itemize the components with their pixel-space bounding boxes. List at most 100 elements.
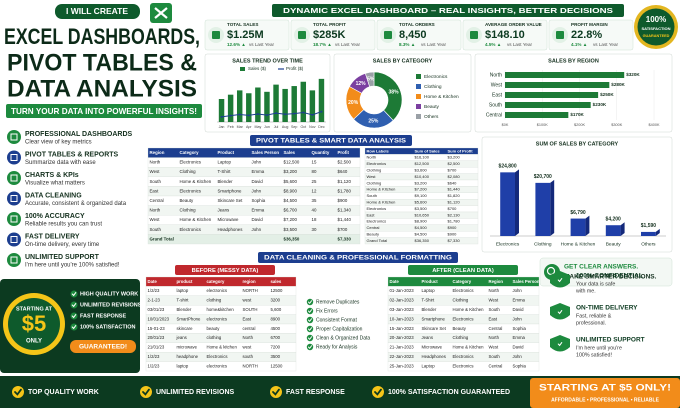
perk: FAST RESPONSE <box>80 313 126 319</box>
y-tick-label: Central <box>486 112 502 118</box>
y-tick-label: East <box>492 92 503 98</box>
table-cell: Beauty <box>453 326 467 331</box>
check-icon <box>306 325 314 333</box>
table-cell: Home & kitchen <box>207 345 238 350</box>
kpi-icon <box>556 31 564 39</box>
table-cell: Sum of Profit <box>448 148 474 153</box>
feature-title: UNLIMITED SUPPORT <box>25 254 100 261</box>
feature-desc: I'm here until you're 100% satisfied! <box>25 263 120 269</box>
bar-side <box>620 222 625 236</box>
bar <box>505 102 591 108</box>
bar <box>246 93 252 122</box>
table-cell: Date <box>390 279 400 284</box>
table-cell: Jeans <box>422 335 433 340</box>
table-cell: North <box>243 335 254 340</box>
table-cell: North <box>489 288 500 293</box>
bar <box>218 99 225 122</box>
table-cell: $4,500 <box>284 198 298 203</box>
table-cell: 21-Jan-2023 <box>390 345 415 350</box>
cta-sub: AFFORDABLE • PROFESSIONAL • RELIABLE <box>551 397 660 403</box>
table-cell: west <box>243 345 253 350</box>
bar <box>500 172 515 236</box>
table-cell: $5,600 <box>415 199 428 204</box>
after-banner <box>408 265 518 275</box>
table-cell: $2,080 <box>448 174 461 179</box>
table-cell: Electronics <box>207 354 228 359</box>
y-tick-label: North <box>490 72 502 78</box>
table-cell: product <box>177 279 194 284</box>
table-cell: Sophia <box>252 198 266 203</box>
table-cell: David <box>513 345 525 350</box>
donut-slice <box>364 71 375 88</box>
table-cell: 25 <box>312 179 317 184</box>
table-cell: Category <box>180 150 200 155</box>
check-icon <box>70 312 78 320</box>
table-cell: $36,350 <box>284 236 300 241</box>
label: GUARANTEED <box>643 34 670 38</box>
checklist-item: Fix Errors <box>316 308 338 314</box>
line-point <box>284 113 287 116</box>
line-point <box>265 114 268 117</box>
footer-item: UNLIMITED REVISIONS <box>156 389 235 396</box>
table-cell: SmartPhone <box>177 316 201 321</box>
line-point <box>220 115 223 118</box>
label: DATA CLEANING & PROFESSIONAL FORMATTING <box>264 255 452 262</box>
check-icon <box>307 318 313 323</box>
chart-title: SALES TREND OVER TIME <box>232 58 303 64</box>
table-cell: 6700 <box>271 335 281 340</box>
feature-icon <box>10 256 18 264</box>
guarantee-button <box>70 340 136 353</box>
feature-icon <box>10 174 18 182</box>
line-point <box>320 110 323 113</box>
table-cell: 30 <box>312 227 317 232</box>
table-cell: 7200 <box>271 345 281 350</box>
table-cell: 10-Jan-2023 <box>390 316 415 321</box>
insight-line: GET CLEAR ANSWERS. <box>564 264 638 271</box>
slice-label: 25% <box>368 118 379 124</box>
table-cell: Electronics <box>367 161 387 166</box>
checklist-item: Ready for Analysis <box>316 344 358 350</box>
table-cell: microwave <box>177 345 198 350</box>
assurance-title: 100% CONFIDENTIAL <box>576 273 643 280</box>
chart-title: SUM OF SALES BY CATEGORY <box>536 141 619 147</box>
slice-label: 5% <box>367 77 375 83</box>
legend-swatch <box>240 67 245 71</box>
line-point <box>229 114 232 117</box>
table-cell: $640 <box>448 180 458 185</box>
bar <box>300 81 307 122</box>
feature-icon <box>7 253 21 267</box>
check-icon <box>12 386 24 398</box>
table-cell: $900 <box>448 225 458 230</box>
kpi-card <box>548 19 634 51</box>
table-cell: beauty <box>207 326 221 331</box>
kpi-value: $285K <box>313 29 345 41</box>
table-cell: west <box>243 298 253 303</box>
feature-icon <box>10 133 18 141</box>
section-banner <box>250 135 412 146</box>
table-cell: $1,440 <box>448 187 461 192</box>
table-cell: Electronics <box>453 363 474 368</box>
table-cell: Sophia <box>513 363 527 368</box>
feature-title: PIVOT TABLES & REPORTS <box>25 151 119 158</box>
table-cell: 15 <box>312 160 317 165</box>
table-cell: 02-Jan-2023 <box>390 298 415 303</box>
table-cell: Emma <box>513 335 526 340</box>
table-cell: South <box>489 307 501 312</box>
table-cell: Home & Kitchen <box>180 179 212 184</box>
kpi-card <box>376 19 462 51</box>
assurance-desc: 100% satisfied! <box>576 352 612 358</box>
legend-label: Sales ($) <box>248 66 267 71</box>
legend-label: Electronics <box>424 74 448 80</box>
table-cell: Clothing <box>453 335 469 340</box>
table-cell: Microwave <box>422 345 443 350</box>
legend-swatch <box>416 74 421 79</box>
check-icon <box>70 323 78 331</box>
table-cell: Home & Kitchen <box>453 345 485 350</box>
table-cell: Electronics <box>180 188 202 193</box>
table-row <box>145 361 297 372</box>
value-label: $280K <box>611 82 625 87</box>
table-cell: $3,200 <box>284 169 298 174</box>
table-cell: electronics <box>207 316 228 321</box>
table-cell: $3,500 <box>284 227 298 232</box>
insight-line: MAKE SMARTER DECISIONS. <box>564 274 657 281</box>
